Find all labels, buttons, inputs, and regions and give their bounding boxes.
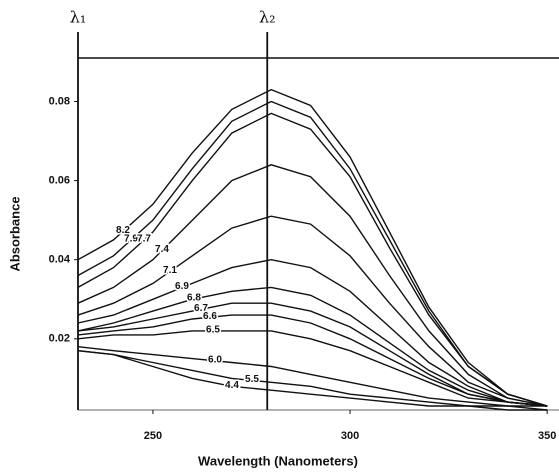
series-label: 6.5 (206, 325, 220, 336)
spectrum-line (77, 164, 548, 407)
lambda-label: λ₂ (259, 8, 276, 27)
spectrum-line (77, 350, 548, 411)
series-label: 6.7 (194, 303, 208, 314)
y-tick-label: 0.02 (49, 333, 70, 345)
series-label: 4.4 (225, 380, 239, 391)
x-axis-label: Wavelength (Nanometers) (198, 453, 358, 468)
series-label: 7.1 (163, 265, 177, 276)
spectrum-line (77, 215, 548, 407)
series-label: 6.0 (208, 354, 222, 365)
series-label: 7.9 (124, 234, 138, 245)
x-tick-label: 350 (538, 430, 556, 442)
y-tick-label: 0.04 (49, 254, 71, 266)
spectrum-line (77, 258, 548, 407)
spectrum-line (77, 286, 548, 407)
y-tick-label: 0.06 (49, 175, 70, 187)
spectrum-line (77, 314, 548, 407)
spectrum-line (77, 350, 548, 411)
spectrum-line (77, 112, 548, 407)
series-label: 5.5 (245, 374, 259, 385)
series-label: 7.4 (155, 244, 169, 255)
spectrum-line (77, 330, 548, 407)
x-tick-label: 250 (144, 430, 162, 442)
spectrum-line (77, 88, 548, 407)
series-label: 8.2 (116, 225, 130, 236)
y-axis-label: Absorbance (7, 196, 22, 271)
spectrum-line (77, 346, 548, 407)
x-tick-label: 300 (341, 430, 359, 442)
spectrum-line (77, 100, 548, 407)
series-label: 7.7 (137, 234, 151, 245)
y-tick-label: 0.08 (49, 95, 70, 107)
series-label: 6.6 (203, 311, 217, 322)
series-label: 6.8 (187, 293, 201, 304)
series-label: 6.9 (175, 281, 189, 292)
lambda-label: λ₁ (70, 8, 87, 27)
